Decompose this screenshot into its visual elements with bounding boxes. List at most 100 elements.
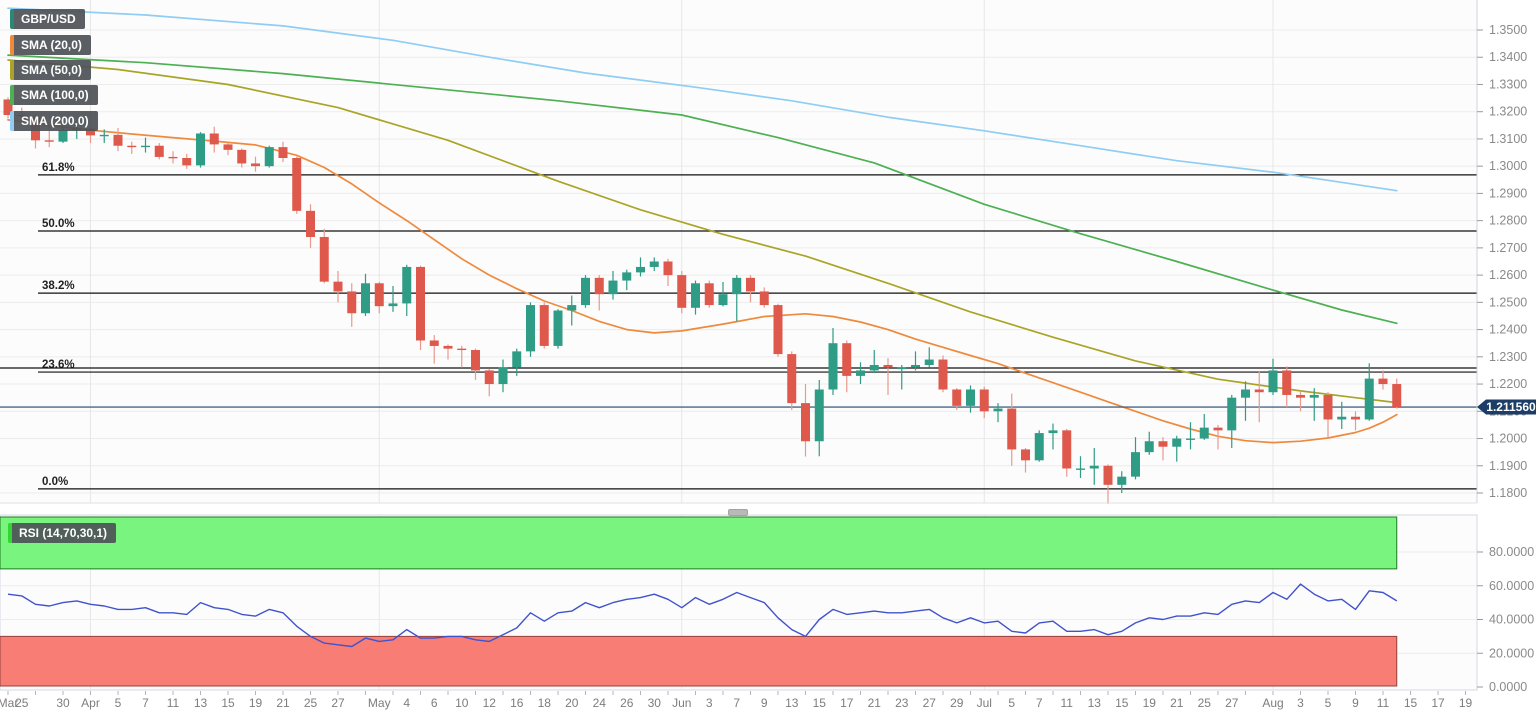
rsi-overbought-zone — [0, 516, 1398, 570]
time-tick-label: 30 — [56, 696, 70, 710]
price-tick-label: 1.2500 — [1489, 295, 1527, 309]
scrollbar-thumb[interactable] — [728, 509, 748, 516]
price-tick-label: 1.2800 — [1489, 214, 1527, 228]
rsi-label: RSI (14,70,30,1) — [19, 526, 108, 540]
sma20-label: SMA (20,0) — [21, 38, 82, 52]
time-tick-label: 19 — [1459, 696, 1473, 710]
price-tick-label: 1.3200 — [1489, 105, 1527, 119]
sma20-badge[interactable]: SMA (20,0) — [10, 35, 91, 55]
time-tick-label: 9 — [761, 696, 768, 710]
current-price-tag: 1.211560 — [1477, 399, 1536, 415]
time-tick-label: 25 — [304, 696, 318, 710]
time-tick-label: 6 — [431, 696, 438, 710]
sma200-label: SMA (200,0) — [21, 114, 89, 128]
time-tick-label: 25 — [15, 696, 29, 710]
symbol-badge[interactable]: GBP/USD — [10, 9, 85, 29]
time-tick-label: 19 — [249, 696, 263, 710]
fib-label: 50.0% — [42, 218, 75, 230]
time-tick-label: 18 — [538, 696, 552, 710]
rsi-tick-label: 0.0000 — [1489, 680, 1527, 694]
price-tick-label: 1.3100 — [1489, 132, 1527, 146]
time-tick-label: 5 — [1325, 696, 1332, 710]
time-tick-label: 5 — [115, 696, 122, 710]
time-tick-label: 17 — [1431, 696, 1445, 710]
time-tick-label: 11 — [167, 696, 180, 710]
fib-label: 23.6% — [42, 359, 75, 371]
time-tick-label: 7 — [733, 696, 740, 710]
time-tick-label: 15 — [1115, 696, 1129, 710]
price-tick-label: 1.2300 — [1489, 350, 1527, 364]
fib-label: 0.0% — [42, 476, 68, 488]
rsi-badge[interactable]: RSI (14,70,30,1) — [8, 523, 117, 543]
sma20-line — [7, 119, 1398, 444]
time-tick-label: 29 — [950, 696, 964, 710]
price-axis[interactable]: 1.3500 1.3400 1.3300 1.3200 1.3100 1.3000 1.29… — [1477, 23, 1527, 500]
rsi-layer — [0, 516, 1398, 687]
time-tick-label: Jun — [672, 696, 691, 710]
sma100-line — [7, 54, 1398, 325]
time-tick-label: 7 — [142, 696, 149, 710]
price-tick-label: 1.2600 — [1489, 268, 1527, 282]
time-tick-label: 25 — [1198, 696, 1212, 710]
price-tick-label: 1.2900 — [1489, 186, 1527, 200]
time-tick-label: 19 — [1143, 696, 1157, 710]
time-tick-label: 7 — [1036, 696, 1043, 710]
sma200-badge[interactable]: SMA (200,0) — [10, 111, 98, 131]
sma100-badge[interactable]: SMA (100,0) — [10, 85, 98, 105]
time-tick-label: 13 — [785, 696, 799, 710]
sma50-badge[interactable]: SMA (50,0) — [10, 60, 91, 80]
price-tick-label: 1.2000 — [1489, 432, 1527, 446]
time-tick-label: 13 — [194, 696, 208, 710]
time-tick-label: 9 — [1352, 696, 1359, 710]
price-tick-label: 1.2400 — [1489, 323, 1527, 337]
price-tick-label: 1.1800 — [1489, 486, 1527, 500]
time-tick-label: 13 — [1088, 696, 1102, 710]
rsi-line — [7, 583, 1398, 648]
price-panel-bg[interactable] — [0, 0, 1477, 503]
current-price-value: 1.211560 — [1486, 400, 1536, 414]
price-tick-label: 1.2200 — [1489, 377, 1527, 391]
time-tick-label: Jul — [977, 696, 992, 710]
time-tick-label: 16 — [510, 696, 524, 710]
grid-lines — [0, 0, 1477, 690]
sma100-label: SMA (100,0) — [21, 88, 89, 102]
rsi-tick-label: 40.0000 — [1489, 613, 1534, 627]
rsi-axis[interactable]: 80.0000 60.0000 40.0000 20.0000 0.0000 — [1477, 545, 1534, 694]
time-tick-label: 12 — [483, 696, 497, 710]
time-tick-label: May — [368, 696, 391, 710]
time-tick-label: 17 — [840, 696, 854, 710]
time-tick-label: 21 — [1170, 696, 1184, 710]
time-tick-label: 23 — [895, 696, 909, 710]
time-tick-label: 24 — [593, 696, 607, 710]
fibonacci-levels: 61.8% 50.0% 38.2% 23.6% 0.0% — [38, 162, 1477, 490]
price-tick-label: 1.3000 — [1489, 159, 1527, 173]
price-tick-label: 1.3400 — [1489, 50, 1527, 64]
time-tick-label: 27 — [923, 696, 937, 710]
fib-label: 61.8% — [42, 162, 75, 174]
time-tick-label: 27 — [1225, 696, 1239, 710]
price-tick-label: 1.1900 — [1489, 459, 1527, 473]
rsi-tick-label: 20.0000 — [1489, 646, 1534, 660]
candles-layer[interactable] — [3, 97, 1402, 504]
time-tick-label: Apr — [81, 696, 100, 710]
rsi-tick-label: 80.0000 — [1489, 545, 1534, 559]
time-tick-label: 30 — [648, 696, 662, 710]
time-tick-label: 3 — [1297, 696, 1304, 710]
fib-label: 38.2% — [42, 280, 75, 292]
time-tick-label: 20 — [565, 696, 579, 710]
time-tick-label: 5 — [1008, 696, 1015, 710]
time-tick-label: 26 — [620, 696, 634, 710]
time-tick-label: 3 — [706, 696, 713, 710]
time-tick-label: Aug — [1262, 696, 1283, 710]
time-tick-label: Mar — [0, 696, 18, 710]
time-tick-label: 15 — [813, 696, 827, 710]
price-tick-label: 1.2700 — [1489, 241, 1527, 255]
symbol-label: GBP/USD — [21, 12, 76, 26]
time-tick-label: 15 — [1404, 696, 1418, 710]
sma50-label: SMA (50,0) — [21, 63, 82, 77]
time-tick-label: 15 — [221, 696, 235, 710]
time-tick-label: 10 — [455, 696, 469, 710]
